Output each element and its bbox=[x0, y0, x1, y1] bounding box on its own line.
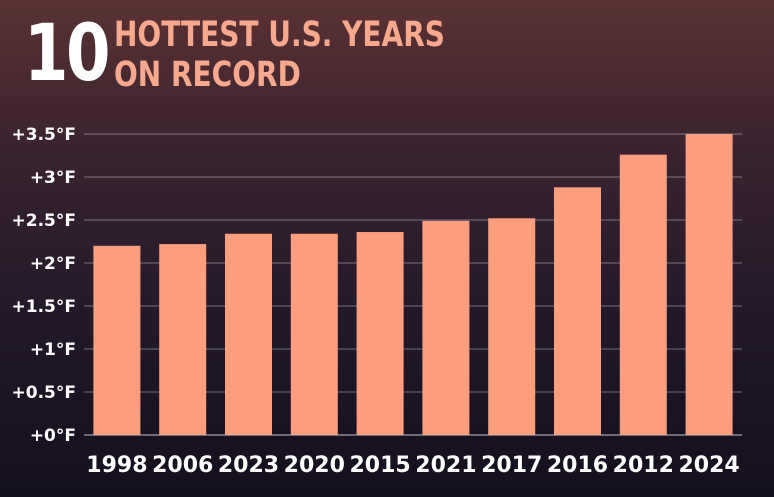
y-axis-ticks: +0°F +0.5°F +1°F +1.5°F +2°F +2.5°F +3°F +3.5°F bbox=[12, 125, 76, 446]
x-tick-label: 2020 bbox=[284, 453, 345, 478]
x-tick-label: 1998 bbox=[86, 453, 147, 478]
x-tick-label: 2012 bbox=[613, 453, 674, 478]
x-tick-label: 2023 bbox=[218, 453, 279, 478]
bar-2021 bbox=[422, 220, 470, 435]
x-tick-label: 2017 bbox=[481, 453, 542, 478]
y-tick-label: +1.5°F bbox=[12, 297, 76, 317]
y-tick-label: +0°F bbox=[30, 426, 76, 446]
bar-2020 bbox=[290, 233, 338, 435]
title-number: 10 bbox=[24, 9, 111, 99]
bars bbox=[93, 134, 733, 435]
y-tick-label: +3°F bbox=[30, 168, 76, 188]
x-axis-labels: 1998 2006 2023 2020 2015 2021 2017 2016 2012 2024 bbox=[86, 453, 739, 478]
bar-2023 bbox=[225, 233, 272, 435]
y-tick-label: +0.5°F bbox=[12, 383, 76, 403]
y-tick-label: +2.5°F bbox=[12, 211, 76, 231]
y-tick-label: +2°F bbox=[30, 254, 76, 274]
bar-2015 bbox=[356, 232, 404, 435]
bar-2017 bbox=[488, 218, 536, 435]
y-tick-label: +3.5°F bbox=[12, 125, 76, 145]
x-tick-label: 2015 bbox=[349, 453, 410, 478]
x-tick-label: 2016 bbox=[547, 453, 608, 478]
bar-2024 bbox=[685, 134, 733, 435]
bar-1998 bbox=[93, 245, 141, 435]
bar-2006 bbox=[159, 244, 207, 435]
title-line-1: HOTTEST U.S. YEARS bbox=[114, 15, 445, 55]
title-line-2: ON RECORD bbox=[114, 55, 301, 95]
bar-2012 bbox=[619, 154, 667, 435]
x-tick-label: 2024 bbox=[678, 453, 739, 478]
y-tick-label: +1°F bbox=[30, 340, 76, 360]
x-tick-label: 2021 bbox=[415, 453, 476, 478]
bar-2016 bbox=[554, 187, 601, 435]
x-tick-label: 2006 bbox=[152, 453, 213, 478]
